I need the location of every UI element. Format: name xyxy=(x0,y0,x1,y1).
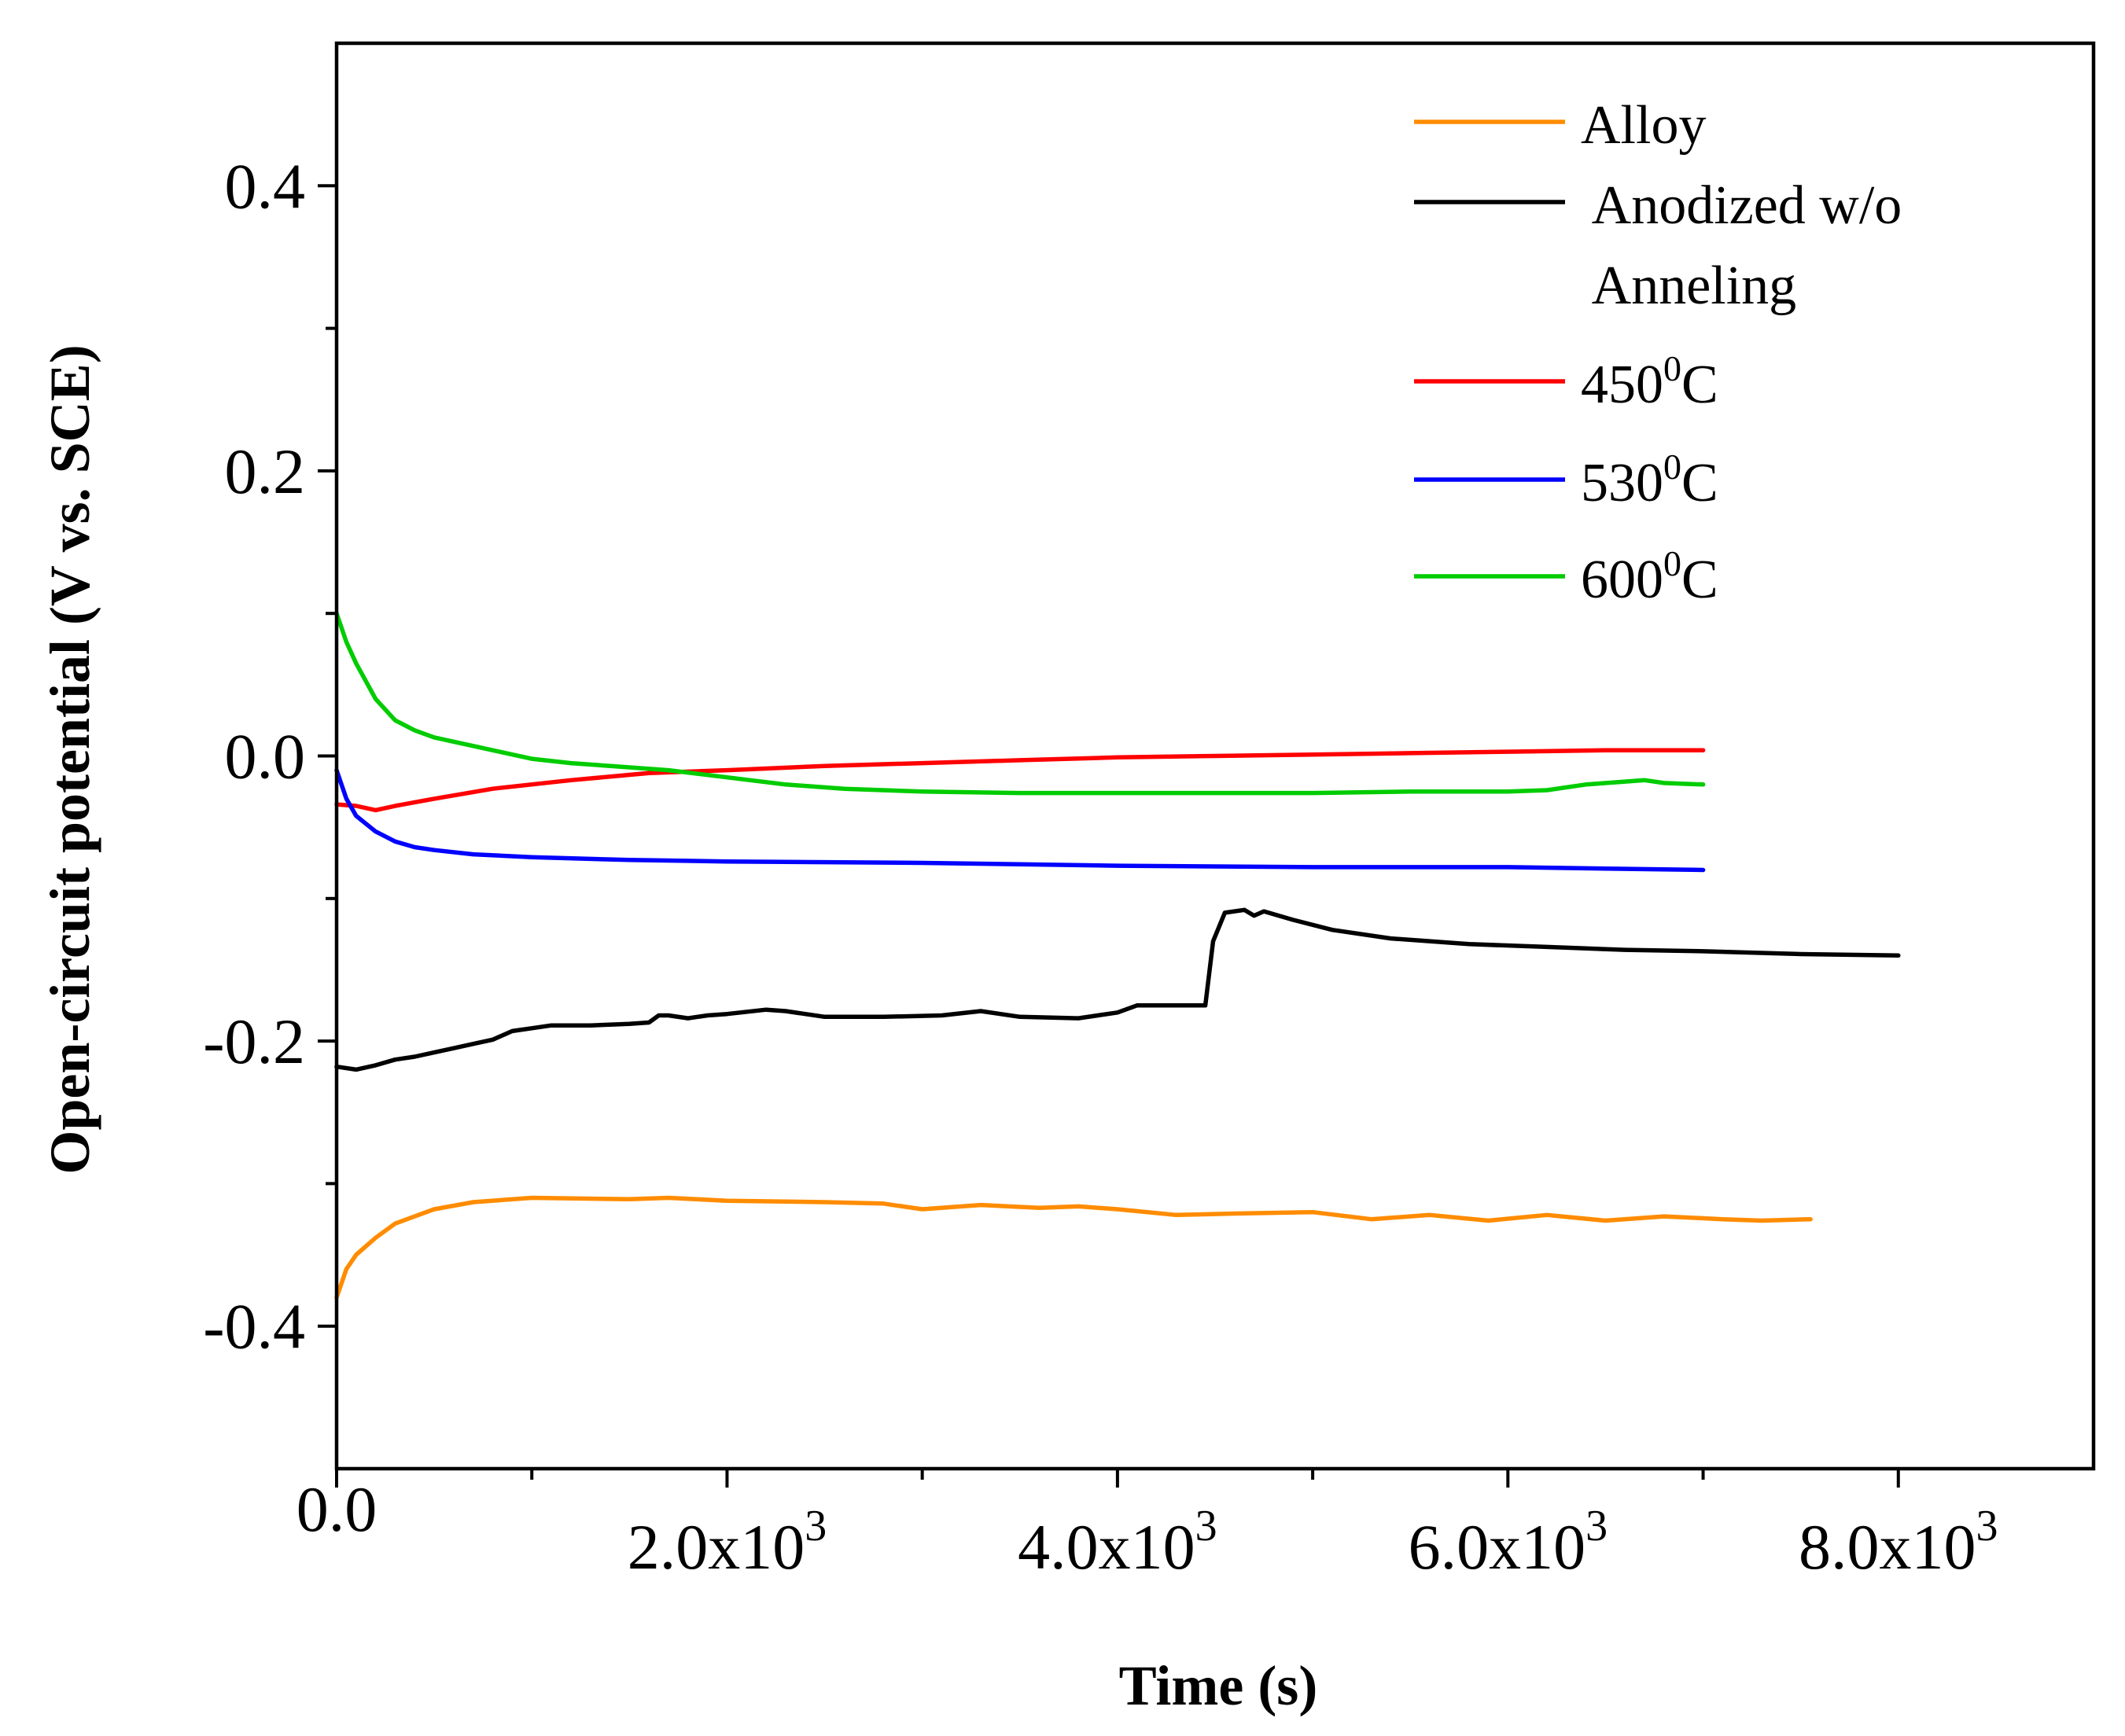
legend-label-text: Anodized w/o xyxy=(1581,175,1902,236)
x-tick-exponent: 3 xyxy=(805,1502,827,1550)
legend-label-text: Anneling xyxy=(1581,256,1796,316)
series-line-alloy xyxy=(334,1195,1813,1300)
x-tick-label: 0.0 xyxy=(296,1473,377,1545)
x-tick-label: 4.0x103 xyxy=(1018,1502,1217,1583)
legend-label-600-c: 6000C xyxy=(1581,543,1718,610)
legend-label-text: 600 xyxy=(1581,550,1663,610)
x-tick-exponent: 3 xyxy=(1195,1502,1217,1550)
x-tick-label: 2.0x103 xyxy=(628,1502,827,1583)
x-tick-mantissa: 8.0x10 xyxy=(1799,1511,1976,1583)
legend-label-alloy: Alloy xyxy=(1581,95,1706,156)
y-tick-label: -0.4 xyxy=(203,1291,305,1363)
x-tick-exponent: 3 xyxy=(1976,1502,1998,1550)
legend-label-text: Alloy xyxy=(1581,95,1706,156)
series-line-600-c xyxy=(334,611,1706,796)
y-tick-label: -0.2 xyxy=(203,1006,305,1077)
x-tick-mantissa: 6.0x10 xyxy=(1409,1511,1586,1583)
legend-degree-superscript: 0 xyxy=(1663,543,1681,583)
legend-label-text: 530 xyxy=(1581,453,1663,513)
x-tick-mantissa: 2.0x10 xyxy=(628,1511,805,1583)
x-tick-mantissa: 0.0 xyxy=(296,1473,377,1545)
x-tick-label: 6.0x103 xyxy=(1409,1502,1608,1583)
series-line-anodized-w-o-anneling xyxy=(334,907,1901,1072)
x-tick-mantissa: 4.0x10 xyxy=(1018,1511,1195,1583)
legend-degree-superscript: 0 xyxy=(1663,348,1681,388)
legend-label-anodized-w-o-anneling: Anodized w/o xyxy=(1581,175,1902,236)
series-line-530-c xyxy=(334,767,1706,873)
y-tick-label: 0.4 xyxy=(225,150,306,222)
legend-celsius-unit: C xyxy=(1681,453,1718,513)
axis-ticks-group xyxy=(318,184,1900,1488)
legend-label-450-c: 4500C xyxy=(1581,348,1718,415)
plot-series-group xyxy=(334,611,1901,1300)
legend-celsius-unit: C xyxy=(1681,550,1718,610)
series-line-450-c xyxy=(334,748,1706,813)
legend-label-text: 450 xyxy=(1581,355,1663,415)
tick-labels-group: 0.02.0x103 4.0x103 6.0x103 8.0x1030.40.20.0… xyxy=(203,150,1998,1583)
legend-label-anodized-w-o-anneling: Anneling xyxy=(1581,256,1796,316)
legend-degree-superscript: 0 xyxy=(1663,447,1681,487)
y-tick-label: 0.0 xyxy=(225,721,306,793)
x-axis-title: Time (s) xyxy=(1119,1654,1318,1717)
y-tick-label: 0.2 xyxy=(225,436,306,507)
x-tick-label: 8.0x103 xyxy=(1799,1502,1998,1583)
legend: Alloy Anodized w/o Anneling4500C5300C600… xyxy=(1414,95,1902,610)
legend-label-530-c: 5300C xyxy=(1581,447,1718,513)
legend-celsius-unit: C xyxy=(1681,355,1718,415)
x-tick-exponent: 3 xyxy=(1585,1502,1608,1550)
y-axis-title: Open-circuit potential (V vs. SCE) xyxy=(39,344,101,1174)
